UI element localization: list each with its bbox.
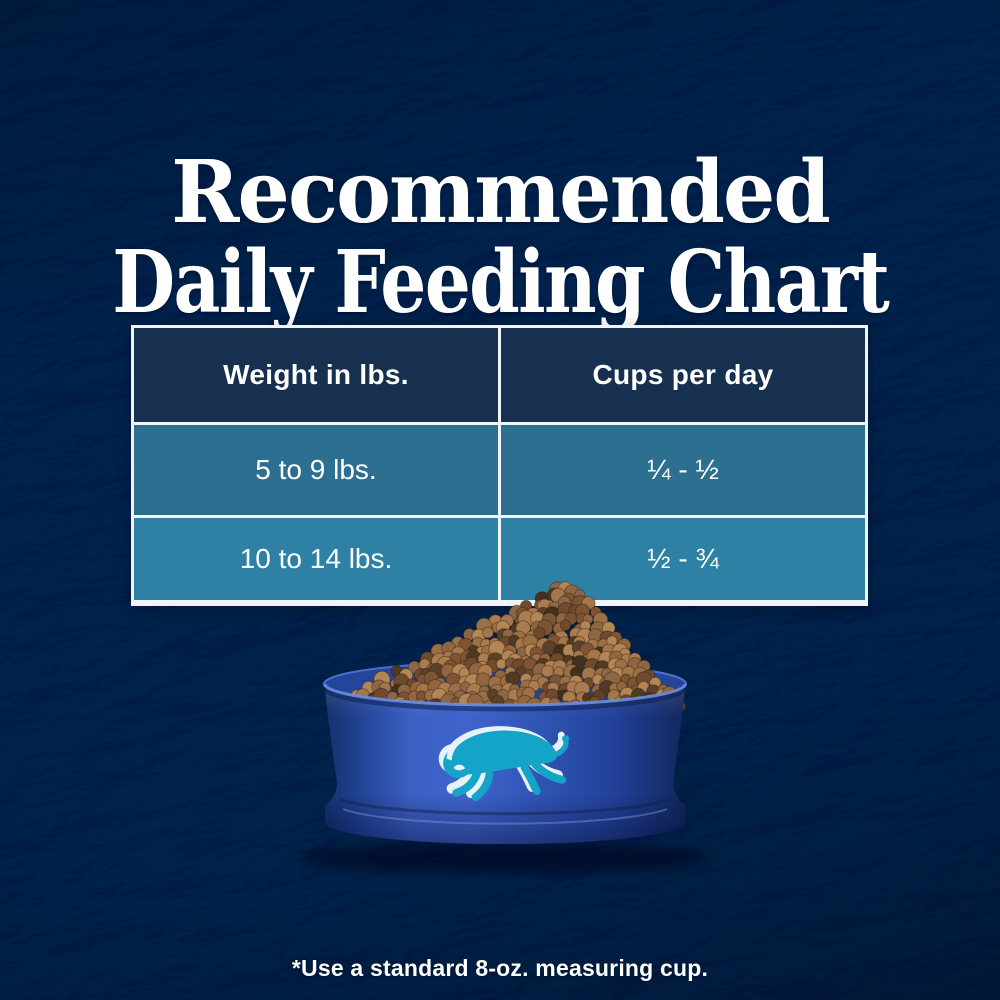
feeding-chart-table: Weight in lbs. Cups per day 5 to 9 lbs. … <box>131 325 868 606</box>
kibble-pile <box>323 581 687 716</box>
title-line-1: Recommended <box>171 141 831 243</box>
table-header-weight: Weight in lbs. <box>134 328 498 422</box>
buffalo-horn <box>453 764 465 771</box>
buffalo-head-highlight <box>446 743 461 761</box>
title-line-2: Daily Feeding Chart <box>112 231 890 333</box>
table-row-weight-2: 10 to 14 lbs. <box>134 518 498 600</box>
dog-bowl <box>299 683 711 873</box>
table-row-weight-1: 5 to 9 lbs. <box>134 425 498 515</box>
measuring-cup-footnote: *Use a standard 8-oz. measuring cup. <box>291 955 709 981</box>
bowl-rim-highlight <box>323 683 687 707</box>
bowl-shadow <box>299 843 711 873</box>
bowl-inner-lip <box>322 687 688 712</box>
bowl-base-groove <box>338 797 672 816</box>
buffalo-logo-icon <box>438 726 570 802</box>
page-title: Recommended Daily Feeding Chart <box>0 141 1000 333</box>
table-header-cups: Cups per day <box>501 328 865 422</box>
table-row-cups-1: ¼ - ½ <box>501 425 865 515</box>
bowl-base-highlight <box>342 808 668 825</box>
